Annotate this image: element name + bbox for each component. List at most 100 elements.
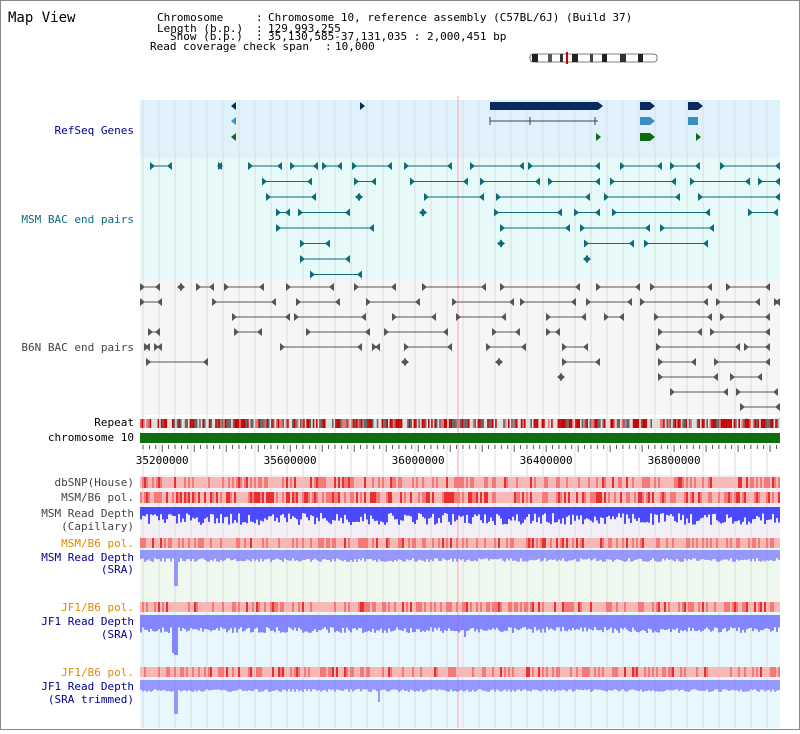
dbsnp-strip xyxy=(610,477,612,488)
msm-bac-pair-end xyxy=(645,224,650,232)
repeat-segment xyxy=(407,419,409,428)
repeat-segment xyxy=(359,419,361,428)
repeat-segment xyxy=(256,419,259,428)
msm-capillary-depth-bar xyxy=(166,507,168,520)
jf1-b6-pol-strip-2 xyxy=(552,667,554,677)
msm-sra-depth-bar xyxy=(550,550,552,560)
repeat-segment xyxy=(541,419,544,428)
msm-b6-pol-strip xyxy=(198,492,200,503)
msm-b6-pol-strip-2 xyxy=(406,538,408,548)
msm-b6-pol-strip xyxy=(180,492,182,503)
jf1-b6-pol-strip xyxy=(714,602,716,612)
msm-capillary-depth-bar xyxy=(252,507,254,522)
jf1-trimmed-depth-bar xyxy=(486,680,488,692)
dbsnp-strip xyxy=(238,477,240,488)
msm-b6-pol-strip-2 xyxy=(554,538,556,548)
msm-sra-depth-bar xyxy=(742,550,744,561)
msm-sra-depth-bar xyxy=(528,550,530,561)
msm-capillary-depth-bar xyxy=(474,507,476,515)
dbsnp-strip xyxy=(380,477,382,488)
jf1-sra-depth-bar xyxy=(632,615,634,628)
dbsnp-strip xyxy=(372,477,374,488)
jf1-b6-pol-strip-2 xyxy=(756,667,758,677)
jf1-sra-depth-bar xyxy=(774,615,776,628)
polymorphism-tracks[interactable] xyxy=(140,477,780,677)
dbsnp-strip xyxy=(642,477,644,488)
dbsnp-strip xyxy=(720,477,722,488)
jf1-b6-pol-strip-2 xyxy=(646,667,648,677)
msm-sra-depth-bar xyxy=(482,550,484,560)
b6n-bac-pair-end xyxy=(155,283,160,291)
jf1-b6-pol-strip xyxy=(442,602,444,612)
jf1-b6-pol-strip xyxy=(648,602,650,612)
repeat-segment xyxy=(776,419,779,428)
chromosome-bar[interactable] xyxy=(140,433,780,443)
repeat-segment xyxy=(652,419,654,428)
jf1-b6-pol-strip xyxy=(196,602,198,612)
jf1-sra-depth-bar xyxy=(266,615,268,628)
msm-capillary-depth-bar xyxy=(216,507,218,519)
jf1-b6-pol-strip-2 xyxy=(778,667,780,677)
msm-b6-pol-strip xyxy=(698,492,700,503)
read-depth-tracks[interactable] xyxy=(140,507,780,714)
jf1-b6-pol-strip-2 xyxy=(410,667,412,677)
refseq-genes-track[interactable] xyxy=(231,102,703,141)
jf1-trimmed-depth-bar xyxy=(474,680,476,692)
jf1-sra-depth-bar xyxy=(662,615,664,630)
jf1-trimmed-depth-bar xyxy=(174,680,176,714)
msm-b6-pol-strip-2 xyxy=(186,538,188,548)
msm-b6-pol-strip xyxy=(368,492,370,503)
msm-b6-pol-strip-2 xyxy=(298,538,300,548)
msm-b6-pol-strip xyxy=(218,492,220,503)
jf1-trimmed-depth-bar xyxy=(332,680,334,690)
msm-capillary-depth-bar xyxy=(454,507,456,522)
msm-b6-pol-strip-2 xyxy=(140,538,142,548)
jf1-sra-depth-bar xyxy=(340,615,342,633)
msm-sra-depth-bar xyxy=(286,550,288,561)
jf1-b6-pol-strip xyxy=(436,602,438,612)
msm-capillary-depth-bar xyxy=(302,507,304,514)
repeat-segment xyxy=(645,419,648,428)
dbsnp-strip xyxy=(638,477,640,488)
msm-capillary-depth-bar xyxy=(258,507,260,525)
dbsnp-strip xyxy=(302,477,304,488)
dbsnp-strip xyxy=(330,477,332,488)
msm-b6-pol-strip-2 xyxy=(744,538,746,548)
dbsnp-strip xyxy=(212,477,214,488)
msm-b6-pol-strip xyxy=(674,492,676,503)
msm-bac-pairs-track[interactable] xyxy=(150,162,780,279)
msm-sra-depth-bar xyxy=(304,550,306,560)
jf1-b6-pol-strip xyxy=(768,602,770,612)
msm-b6-pol-strip-2 xyxy=(776,538,778,548)
jf1-b6-pol-strip-2 xyxy=(316,667,318,677)
msm-capillary-depth-bar xyxy=(676,507,678,523)
dbsnp-strip xyxy=(370,477,372,488)
msm-b6-pol-strip xyxy=(610,492,612,503)
repeat-track[interactable] xyxy=(140,419,780,428)
jf1-b6-pol-strip-2 xyxy=(286,667,288,677)
msm-capillary-depth-bar xyxy=(214,507,216,524)
msm-capillary-depth-bar xyxy=(540,507,542,524)
repeat-segment xyxy=(762,419,764,428)
jf1-sra-depth-bar xyxy=(376,615,378,631)
jf1-sra-depth-bar xyxy=(504,615,506,631)
dbsnp-strip xyxy=(738,477,740,488)
dbsnp-strip xyxy=(664,477,666,488)
chromosome-ideogram-icon[interactable] xyxy=(529,52,658,64)
jf1-b6-pol-strip-2 xyxy=(606,667,608,677)
track-labels: RefSeq Genes MSM BAC end pairs B6N BAC e… xyxy=(21,124,134,706)
b6n-bac-pair-end xyxy=(735,343,740,351)
jf1-trimmed-depth-bar xyxy=(378,680,380,702)
b6n-bac-pairs-track[interactable] xyxy=(140,283,780,426)
jf1-b6-pol-strip xyxy=(684,602,686,612)
msm-b6-pol-strip xyxy=(634,492,636,503)
msm-capillary-depth-bar xyxy=(488,507,490,522)
jf1-b6-pol-strip xyxy=(634,602,636,612)
jf1-b6-pol-strip-2 xyxy=(708,667,710,677)
jf1-sra-depth-bar xyxy=(490,615,492,630)
jf1-sra-depth-bar xyxy=(232,615,234,633)
msm-sra-depth-bar xyxy=(248,550,250,561)
jf1-sra-depth-bar xyxy=(708,615,710,630)
b6n-bac-pair-end xyxy=(203,358,208,366)
